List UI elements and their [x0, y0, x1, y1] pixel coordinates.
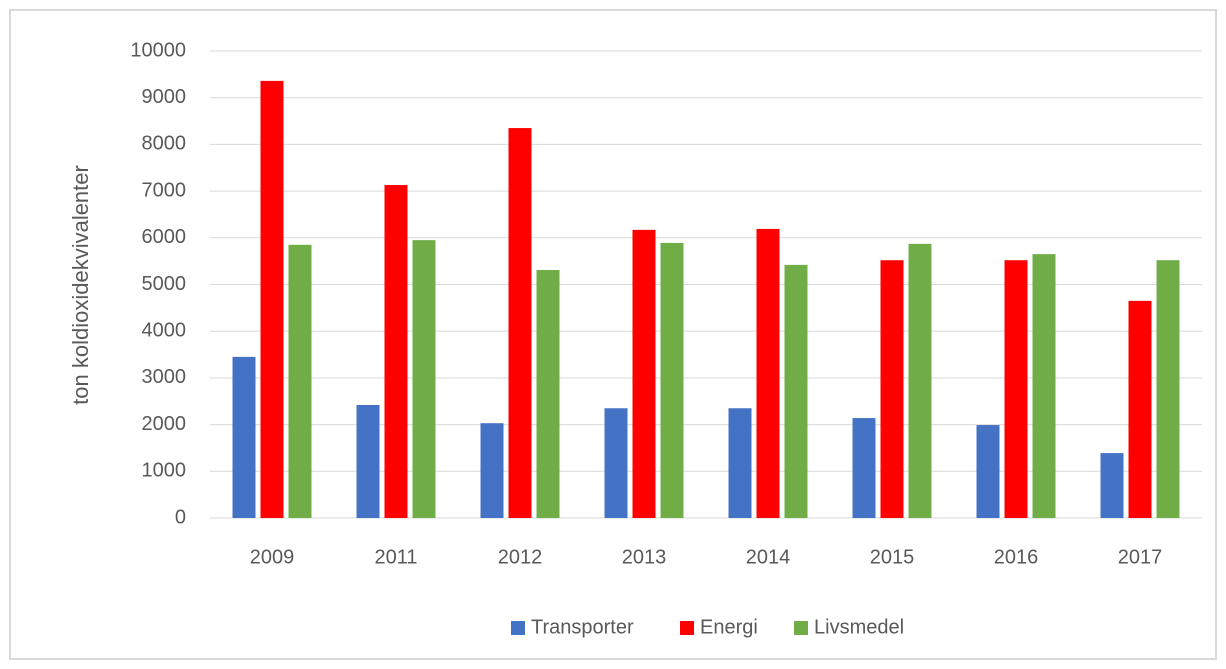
y-axis-label: ton koldioxidekvivalenter — [68, 165, 93, 405]
bar — [784, 264, 808, 518]
y-tick-label: 3000 — [142, 366, 187, 388]
legend-swatch — [680, 621, 694, 635]
x-tick-label: 2009 — [250, 546, 295, 568]
bar — [260, 80, 284, 518]
bar — [1128, 300, 1152, 518]
y-tick-label: 1000 — [142, 460, 187, 482]
x-tick-label: 2013 — [622, 546, 667, 568]
y-tick-label: 6000 — [142, 226, 187, 248]
bar — [756, 228, 780, 518]
bar — [1004, 260, 1028, 518]
x-tick-label: 2012 — [498, 546, 543, 568]
legend-swatch — [511, 621, 525, 635]
y-tick-label: 8000 — [142, 133, 187, 155]
legend-label: Transporter — [531, 616, 634, 638]
x-tick-label: 2011 — [374, 546, 417, 568]
bar — [1032, 254, 1056, 518]
legend-label: Energi — [700, 616, 758, 638]
bar — [728, 408, 752, 518]
y-tick-label: 7000 — [142, 179, 187, 201]
bar — [356, 404, 380, 518]
x-tick-label: 2017 — [1118, 546, 1163, 568]
bar — [604, 408, 628, 518]
y-tick-label: 4000 — [142, 319, 187, 341]
bar — [384, 185, 408, 519]
bar — [852, 418, 876, 518]
bar — [232, 356, 256, 518]
bar — [480, 423, 504, 518]
bar — [288, 244, 312, 518]
x-tick-label: 2015 — [870, 546, 915, 568]
bar — [660, 242, 684, 518]
y-tick-label: 2000 — [142, 413, 187, 435]
y-tick-label: 9000 — [142, 86, 187, 108]
legend-label: Livsmedel — [814, 616, 904, 638]
bar — [1100, 453, 1124, 518]
bar — [536, 270, 560, 518]
bar — [908, 243, 932, 518]
x-tick-label: 2014 — [746, 546, 791, 568]
y-tick-label: 0 — [175, 506, 186, 528]
x-tick-label: 2016 — [994, 546, 1039, 568]
y-tick-label: 10000 — [130, 39, 186, 61]
bar — [880, 260, 904, 518]
bar — [508, 128, 532, 518]
bar — [412, 240, 436, 518]
y-tick-label: 5000 — [142, 273, 187, 295]
bar — [632, 229, 656, 518]
bar — [976, 425, 1000, 518]
bar — [1156, 260, 1180, 518]
legend-swatch — [794, 621, 808, 635]
